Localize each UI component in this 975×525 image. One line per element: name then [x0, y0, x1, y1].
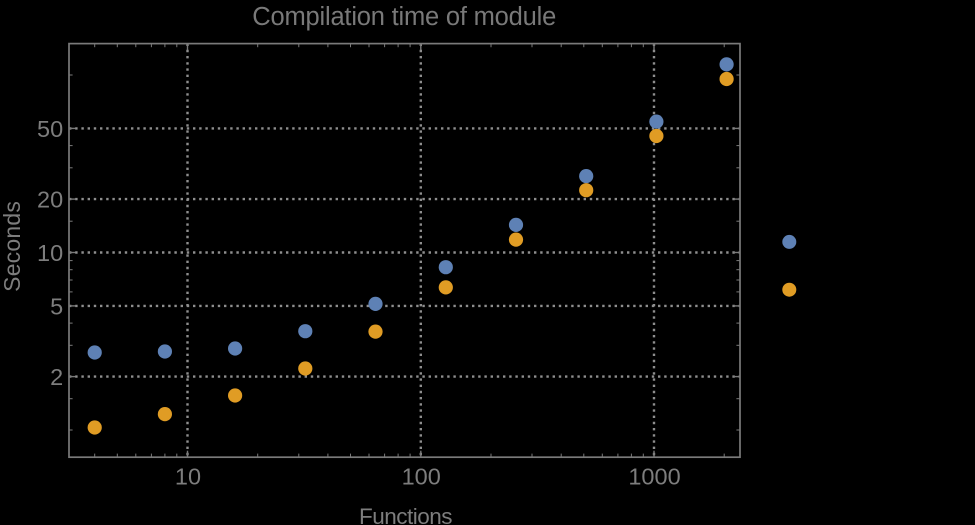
svg-text:Seconds: Seconds	[0, 201, 25, 292]
svg-text:Functions: Functions	[359, 504, 452, 525]
svg-text:Compilation time of module: Compilation time of module	[252, 3, 556, 31]
svg-text:2: 2	[50, 364, 63, 390]
svg-text:100: 100	[402, 464, 441, 490]
svg-text:5: 5	[50, 293, 63, 319]
svg-text:1000: 1000	[628, 464, 680, 490]
svg-text:10: 10	[37, 240, 63, 266]
svg-text:50: 50	[37, 116, 63, 142]
svg-text:20: 20	[37, 187, 63, 213]
svg-text:10: 10	[175, 464, 201, 490]
